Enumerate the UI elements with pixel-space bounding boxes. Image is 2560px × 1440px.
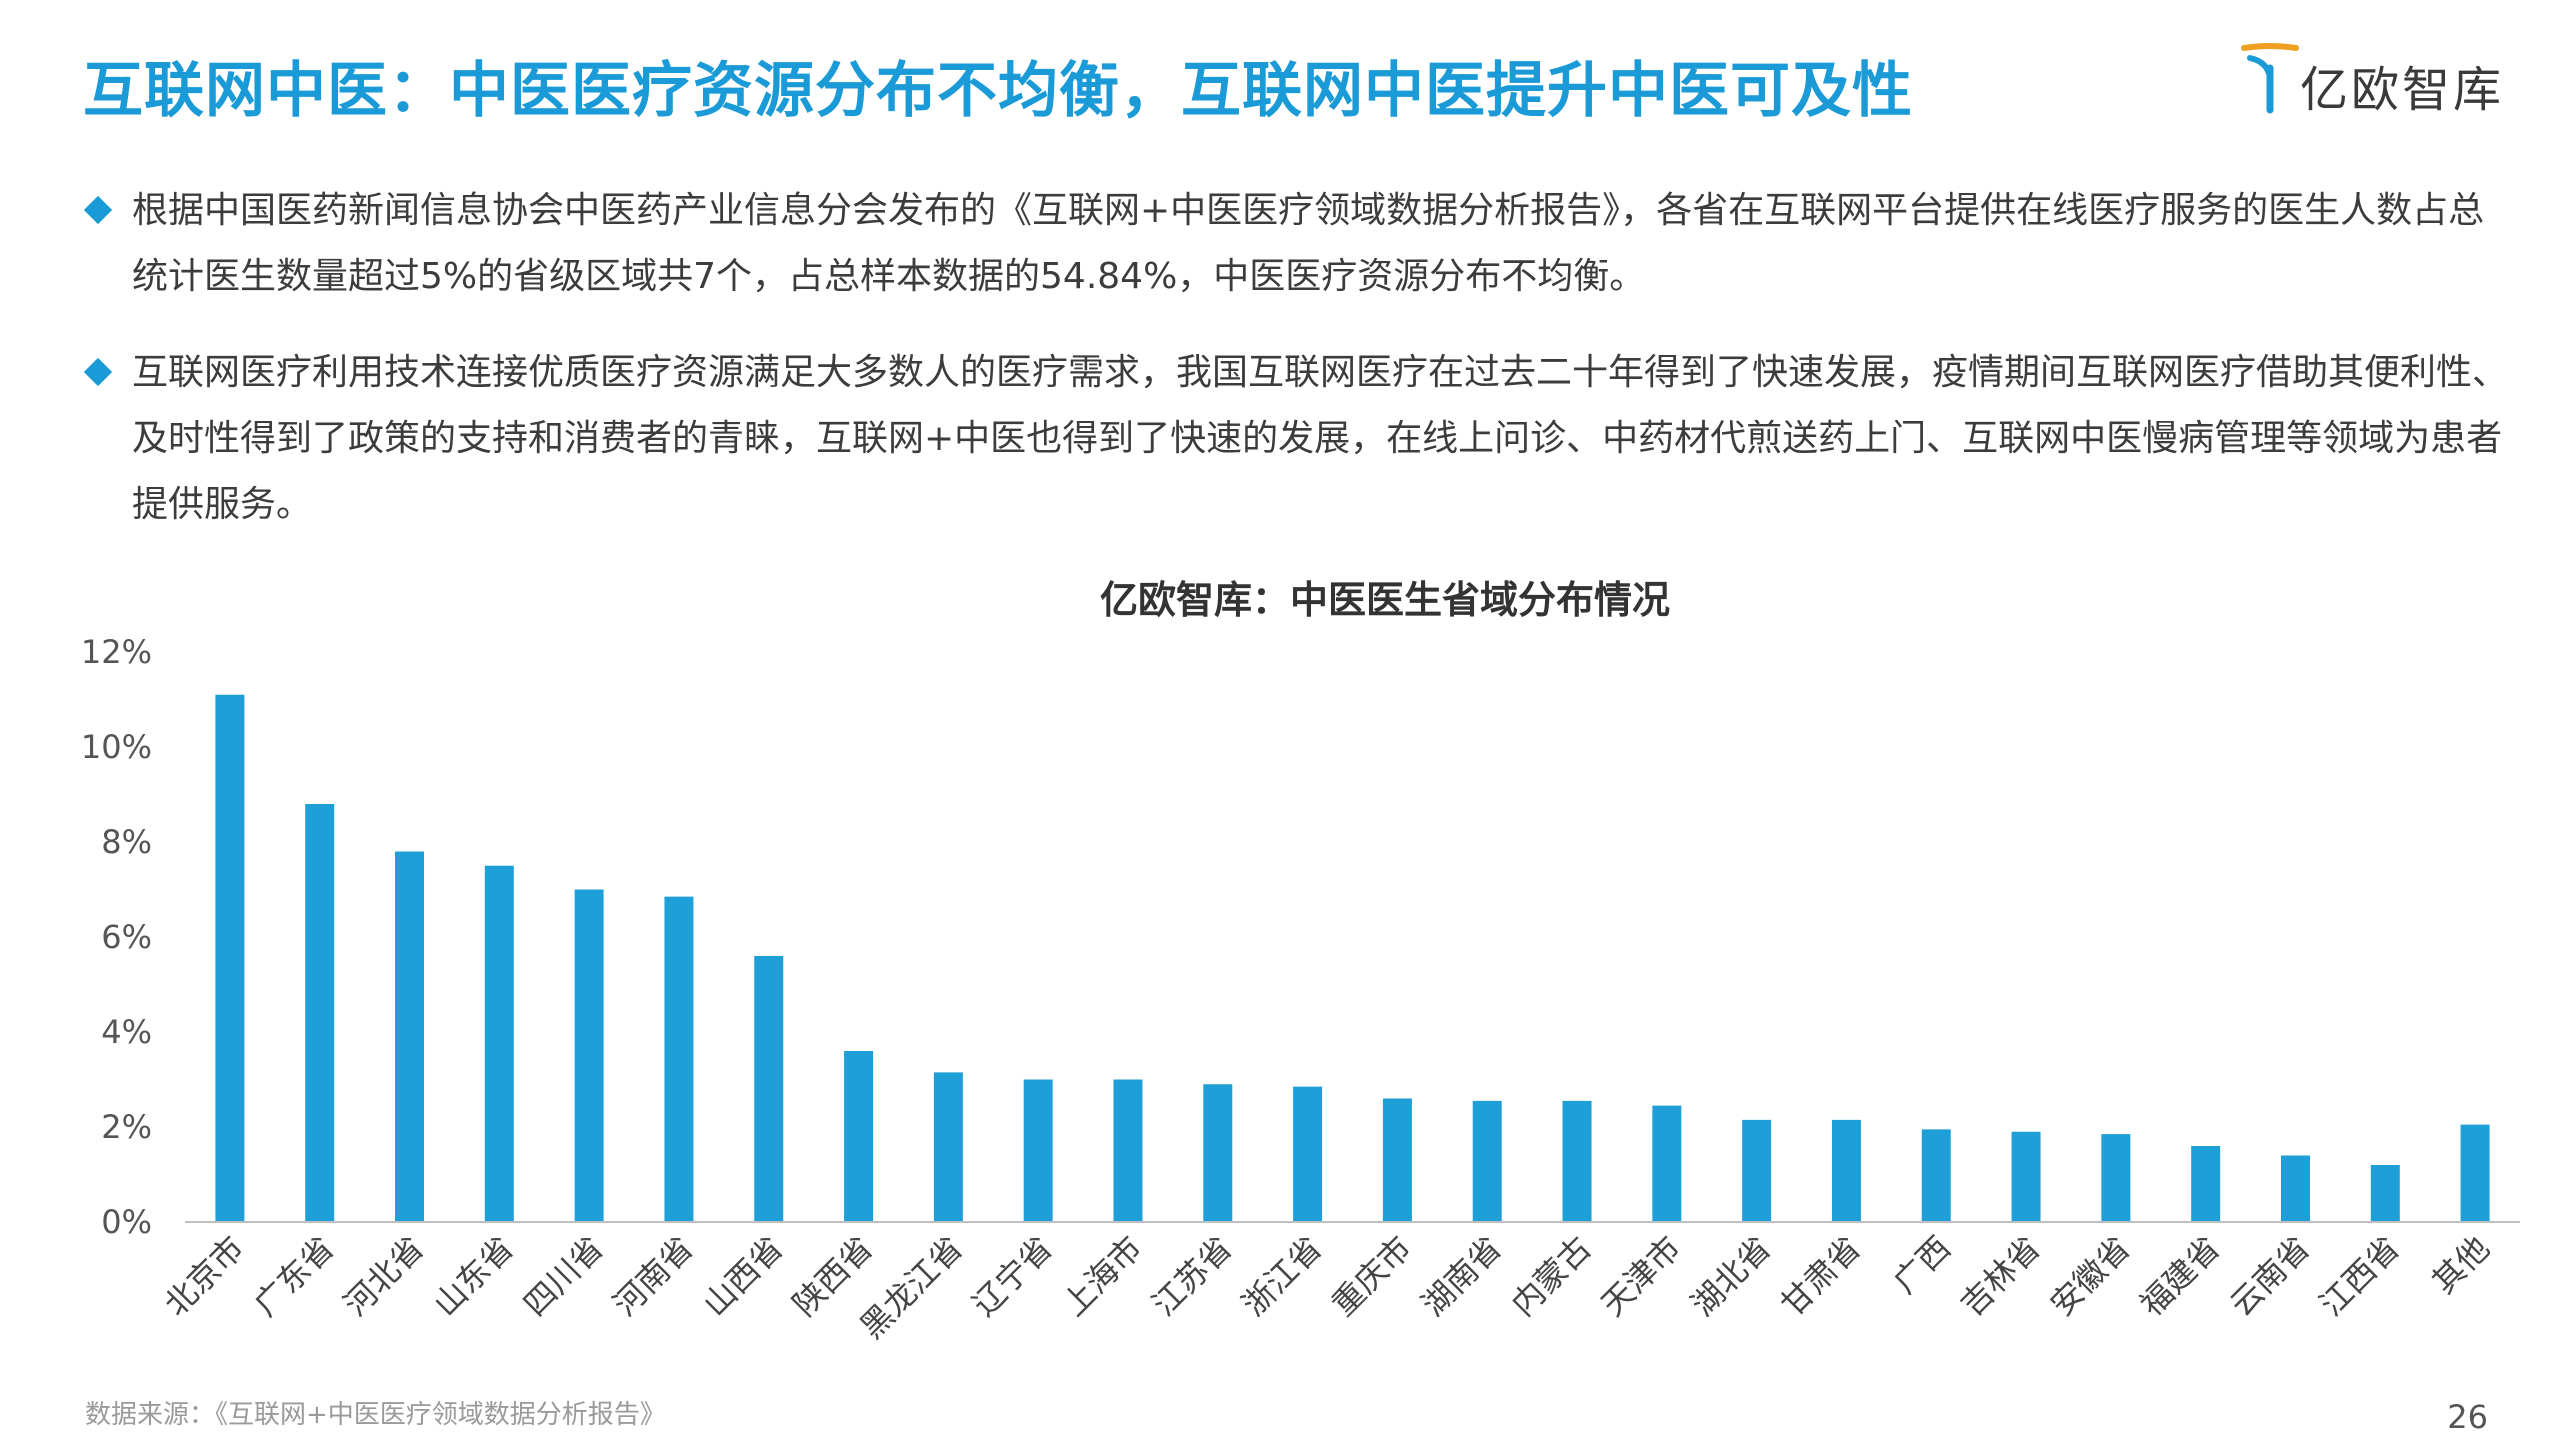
bullet-item: 互联网医疗利用技术连接优质医疗资源满足大多数人的医疗需求，我国互联网医疗在过去二… [83,340,2509,538]
bar [1113,1079,1143,1222]
bar [1831,1119,1861,1222]
y-tick-label: 10% [81,728,152,766]
bar [1562,1100,1592,1222]
bullet-text: 根据中国医药新闻信息协会中医药产业信息分会发布的《互联网+中医医疗领域数据分析报… [132,190,2485,297]
y-tick-label: 12% [81,633,152,671]
x-tick-label: 河北省 [336,1229,431,1324]
bullet-text: 互联网医疗利用技术连接优质医疗资源满足大多数人的医疗需求，我国互联网医疗在过去二… [132,352,2509,525]
bar [1921,1129,1951,1222]
x-tick-label: 山西省 [696,1229,791,1324]
diamond-bullet-icon [83,195,113,225]
page-title: 互联网中医：中医医疗资源分布不均衡，互联网中医提升中医可及性 [83,56,1913,126]
bar [2011,1131,2041,1222]
bar [844,1051,874,1222]
x-tick-label: 河南省 [606,1229,701,1324]
x-tick-label: 云南省 [2222,1229,2317,1324]
diamond-bullet-icon [83,357,113,387]
bar [1203,1084,1233,1222]
bar [2460,1124,2490,1222]
y-axis: 0% 2% 4% 6% 8% 10% 12% [81,633,152,1241]
x-tick-label: 四川省 [516,1229,611,1324]
bar [2101,1134,2131,1222]
bar [215,694,245,1222]
y-tick-label: 2% [101,1108,152,1146]
bar [2370,1165,2400,1222]
bar [305,804,335,1222]
x-tick-label: 安徽省 [2043,1229,2138,1324]
chart-title: 亿欧智库：中医医生省域分布情况 [1100,580,1670,622]
x-tick-label: 广东省 [247,1229,342,1324]
x-tick-label: 湖南省 [1414,1229,1509,1324]
logo-mark-icon [2241,43,2299,114]
bar [2280,1155,2310,1222]
x-tick-label: 福建省 [2133,1229,2228,1324]
bar [484,865,514,1222]
x-tick-label: 甘肃省 [1773,1229,1868,1324]
y-tick-label: 6% [101,918,152,956]
bars-group [215,694,2490,1222]
bar [1023,1079,1053,1222]
x-axis-labels: 北京市广东省河北省山东省四川省河南省山西省陕西省黑龙江省辽宁省上海市江苏省浙江省… [157,1229,2497,1346]
x-tick-label: 广西 [1886,1229,1958,1301]
data-source: 数据来源：《互联网+中医医疗领域数据分析报告》 [85,1400,666,1430]
x-tick-label: 上海市 [1055,1229,1150,1324]
y-tick-label: 8% [101,823,152,861]
x-tick-label: 山东省 [426,1229,521,1324]
bar [933,1072,963,1222]
bullet-item: 根据中国医药新闻信息协会中医药产业信息分会发布的《互联网+中医医疗领域数据分析报… [83,178,2508,310]
x-tick-label: 其他 [2425,1229,2497,1301]
bar [2191,1146,2221,1222]
x-tick-label: 湖北省 [1684,1229,1779,1324]
x-tick-label: 北京市 [157,1229,252,1324]
y-tick-label: 0% [101,1203,152,1241]
x-tick-label: 天津市 [1594,1229,1689,1324]
bar [664,896,694,1222]
page-number: 26 [2447,1398,2488,1436]
logo-text: 亿欧智库 [2300,62,2505,118]
x-tick-label: 重庆市 [1324,1229,1419,1324]
bar [395,851,425,1222]
bar [1652,1105,1682,1222]
bar [1472,1100,1502,1222]
company-logo: 亿欧智库 [2240,38,2520,118]
x-tick-label: 内蒙古 [1504,1229,1599,1324]
y-tick-label: 4% [101,1013,152,1051]
bar-chart: 亿欧智库：中医医生省域分布情况 0%2%4%6%8%10%12% 北京市广东省河… [81,580,2520,1346]
x-tick-label: 吉林省 [1953,1229,2048,1324]
bar [754,956,784,1222]
bar [574,889,604,1222]
bullet-list: 根据中国医药新闻信息协会中医药产业信息分会发布的《互联网+中医医疗领域数据分析报… [83,178,2509,568]
bar [1293,1086,1323,1222]
x-tick-label: 江苏省 [1145,1229,1240,1324]
bar [1742,1119,1772,1222]
x-tick-label: 江西省 [2312,1229,2407,1324]
x-tick-label: 辽宁省 [965,1229,1060,1324]
bar [1382,1098,1412,1222]
x-tick-label: 浙江省 [1234,1229,1329,1324]
